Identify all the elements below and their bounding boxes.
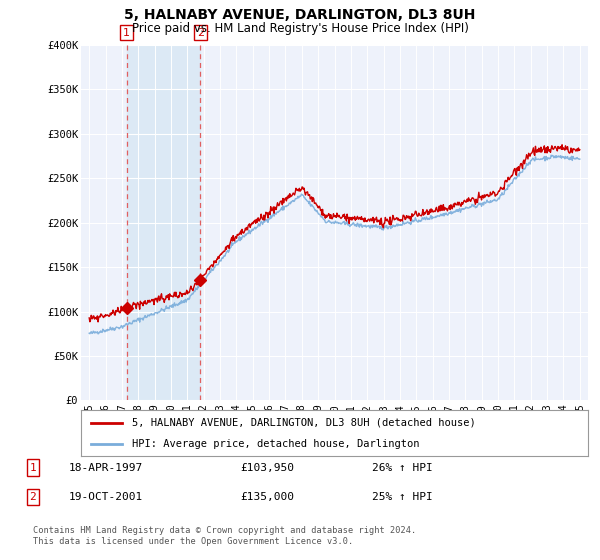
Text: 1: 1 [29,463,37,473]
Text: Contains HM Land Registry data © Crown copyright and database right 2024.
This d: Contains HM Land Registry data © Crown c… [33,526,416,546]
Text: £103,950: £103,950 [240,463,294,473]
Text: 26% ↑ HPI: 26% ↑ HPI [372,463,433,473]
Text: 5, HALNABY AVENUE, DARLINGTON, DL3 8UH (detached house): 5, HALNABY AVENUE, DARLINGTON, DL3 8UH (… [132,418,475,428]
Text: 19-OCT-2001: 19-OCT-2001 [69,492,143,502]
Text: Price paid vs. HM Land Registry's House Price Index (HPI): Price paid vs. HM Land Registry's House … [131,22,469,35]
Text: 5, HALNABY AVENUE, DARLINGTON, DL3 8UH: 5, HALNABY AVENUE, DARLINGTON, DL3 8UH [124,8,476,22]
Text: 2: 2 [29,492,37,502]
Text: 1: 1 [123,27,130,38]
Text: 25% ↑ HPI: 25% ↑ HPI [372,492,433,502]
Text: 2: 2 [197,27,204,38]
Bar [127,45,200,400]
Text: £135,000: £135,000 [240,492,294,502]
Text: HPI: Average price, detached house, Darlington: HPI: Average price, detached house, Darl… [132,439,419,449]
Text: 18-APR-1997: 18-APR-1997 [69,463,143,473]
